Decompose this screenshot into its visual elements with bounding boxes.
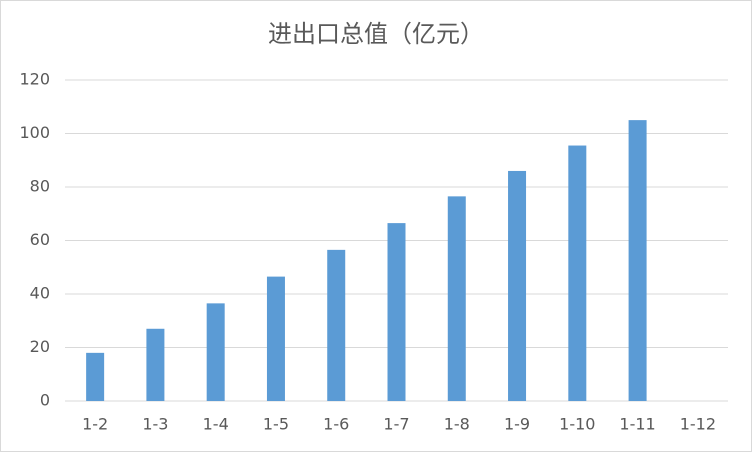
x-tick-label: 1-10	[559, 415, 595, 434]
bar	[327, 249, 346, 401]
x-tick-label: 1-6	[323, 415, 349, 434]
y-tick-label: 20	[30, 337, 50, 356]
y-tick-label: 80	[30, 177, 50, 196]
bar	[206, 303, 225, 401]
x-tick-label: 1-4	[203, 415, 229, 434]
y-tick-label: 100	[19, 123, 50, 142]
x-tick-label: 1-7	[383, 415, 409, 434]
bar	[146, 328, 165, 401]
bar	[628, 120, 647, 401]
bar	[387, 223, 406, 401]
bar	[447, 196, 466, 401]
bar	[508, 170, 527, 401]
bar	[568, 145, 587, 401]
bar	[266, 276, 285, 401]
y-tick-label: 0	[40, 391, 50, 410]
x-tick-label: 1-5	[263, 415, 289, 434]
x-tick-label: 1-9	[504, 415, 530, 434]
bar	[86, 352, 105, 401]
x-tick-label: 1-12	[680, 415, 716, 434]
x-tick-label: 1-3	[142, 415, 168, 434]
x-tick-label: 1-11	[619, 415, 655, 434]
y-tick-label: 120	[19, 70, 50, 89]
chart-title: 进出口总值（亿元）	[268, 20, 484, 48]
y-tick-label: 40	[30, 284, 50, 303]
y-tick-label: 60	[30, 230, 50, 249]
x-tick-label: 1-2	[82, 415, 108, 434]
x-tick-label: 1-8	[444, 415, 470, 434]
